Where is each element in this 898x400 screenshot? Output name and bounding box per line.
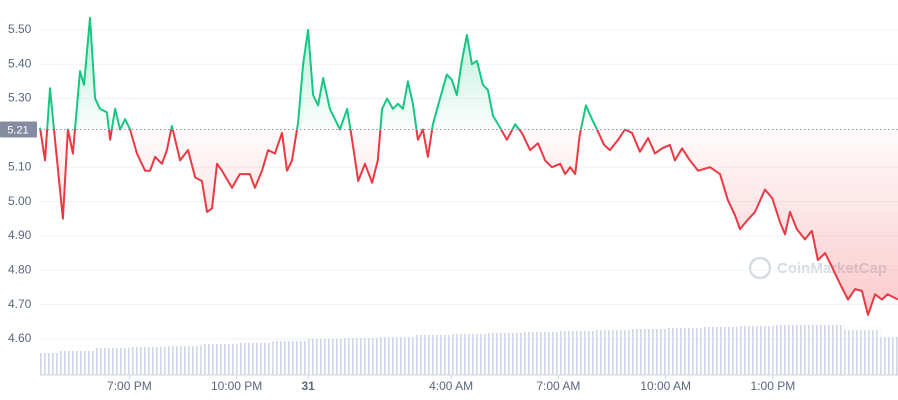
x-tick-label: 31 bbox=[301, 379, 315, 393]
y-tick-label: 5.00 bbox=[8, 194, 32, 208]
volume-bar bbox=[343, 338, 380, 375]
volume-bar bbox=[808, 325, 845, 375]
baseline-label: 5.21 bbox=[7, 124, 28, 136]
x-tick-label: 4:00 AM bbox=[429, 379, 473, 393]
volume-bar bbox=[415, 335, 452, 375]
volume-bar bbox=[165, 346, 201, 375]
volume-bar bbox=[40, 353, 58, 375]
volume-bar bbox=[629, 329, 666, 375]
y-tick-label: 4.70 bbox=[8, 297, 32, 311]
x-tick-label: 1:00 PM bbox=[751, 379, 796, 393]
volume-bar bbox=[558, 331, 595, 375]
volume-bar bbox=[844, 330, 881, 375]
y-tick-label: 5.40 bbox=[8, 56, 32, 70]
volume-bar bbox=[200, 344, 237, 375]
x-tick-label: 10:00 AM bbox=[640, 379, 691, 393]
area-down bbox=[40, 129, 898, 315]
watermark-logo bbox=[748, 256, 772, 280]
y-tick-label: 4.80 bbox=[8, 262, 32, 276]
volume-bar bbox=[594, 330, 630, 375]
baseline-label-box bbox=[0, 121, 37, 138]
x-tick-label: 7:00 AM bbox=[536, 379, 580, 393]
volume-bar bbox=[129, 347, 166, 375]
volume-bar bbox=[486, 333, 523, 375]
volume-bar bbox=[308, 339, 344, 375]
volume-bar bbox=[451, 334, 487, 375]
x-tick-label: 10:00 PM bbox=[211, 379, 262, 393]
volume-bar bbox=[93, 348, 130, 375]
volume-bar bbox=[522, 332, 559, 375]
area-up bbox=[40, 17, 898, 130]
y-tick-label: 5.50 bbox=[8, 22, 32, 36]
price-line bbox=[39, 16, 898, 316]
volume-bar bbox=[772, 325, 809, 375]
volume-bar bbox=[272, 341, 309, 375]
volume-bar bbox=[57, 351, 94, 375]
volume-bar bbox=[236, 343, 273, 375]
y-tick-label: 5.10 bbox=[8, 159, 32, 173]
volume-bar bbox=[701, 327, 738, 375]
volume-bar bbox=[379, 337, 416, 375]
x-tick-label: 7:00 PM bbox=[107, 379, 152, 393]
y-tick-label: 4.60 bbox=[8, 331, 32, 345]
y-tick-label: 5.30 bbox=[8, 91, 32, 105]
volume-bar bbox=[665, 328, 702, 375]
y-tick-label: 4.90 bbox=[8, 228, 32, 242]
volume-bar bbox=[880, 337, 898, 375]
volume-bar bbox=[737, 326, 773, 375]
